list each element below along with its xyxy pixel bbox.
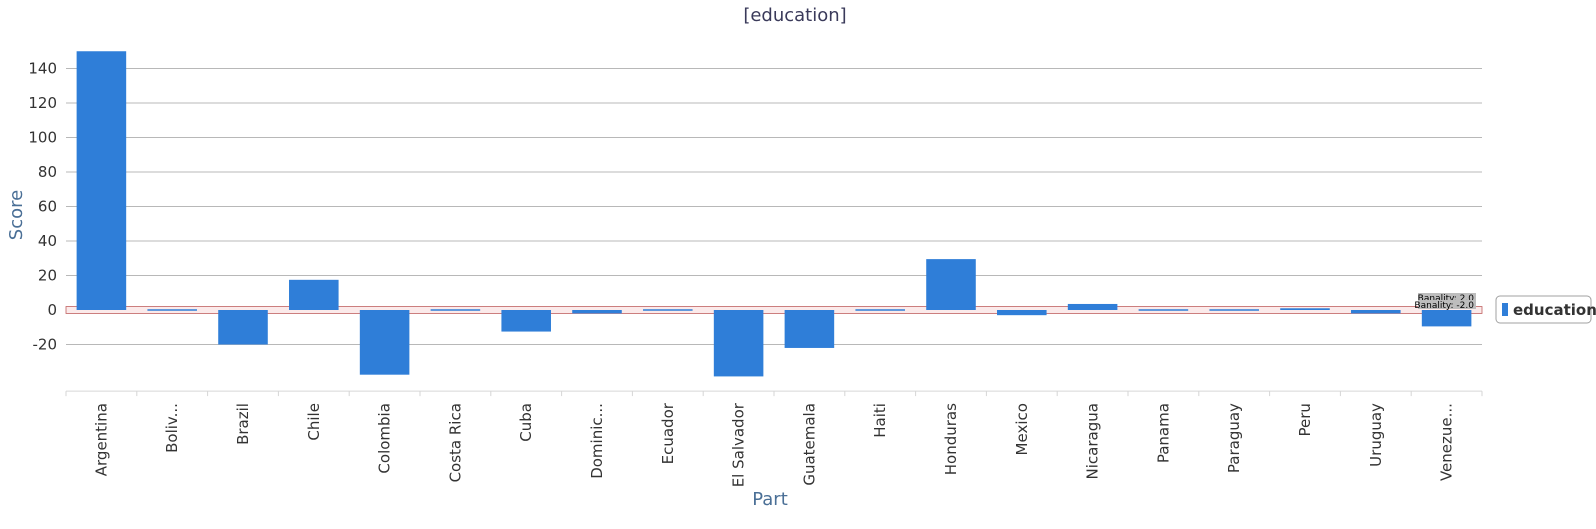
bar[interactable] — [1421, 310, 1472, 327]
bar[interactable] — [1138, 309, 1189, 311]
bar[interactable] — [643, 309, 693, 311]
bar[interactable] — [784, 310, 835, 348]
legend-label-education[interactable]: education — [1513, 301, 1596, 319]
x-tick-label: Haiti — [871, 403, 889, 438]
x-tick-label: Brazil — [234, 403, 252, 445]
x-tick-label: Nicaragua — [1084, 403, 1102, 479]
bar[interactable] — [430, 309, 481, 311]
x-tick-label: Peru — [1296, 403, 1314, 436]
banality-bands — [65, 306, 1483, 314]
x-tick-label: Honduras — [942, 403, 960, 475]
banality-band — [65, 306, 1483, 314]
x-tick-label: Ecuador — [659, 402, 677, 464]
bar[interactable] — [76, 51, 127, 310]
band-label-bg — [1418, 293, 1476, 302]
bar[interactable] — [997, 310, 1047, 316]
x-tick-label: Chile — [305, 403, 323, 441]
bar[interactable] — [1280, 308, 1330, 310]
y-axis-ticks: -20 0 20 40 60 80 100 120 140 — [28, 60, 57, 354]
band-label-bg — [1418, 300, 1476, 309]
y-tick-label: 40 — [38, 232, 57, 250]
legend-swatch — [1502, 303, 1508, 316]
band-label: Banality: -2.0 — [1414, 301, 1474, 311]
bar[interactable] — [289, 279, 339, 310]
y-tick-label: 20 — [38, 267, 57, 285]
x-tick-label: El Salvador — [730, 402, 748, 487]
bar[interactable] — [1067, 303, 1118, 310]
x-tick-label: Guatemala — [800, 403, 818, 486]
chart-title: [education] — [743, 5, 846, 26]
x-axis-ticks: Argentina Boliv... Brazil Chile Colombia Cost… — [65, 391, 1483, 487]
y-tick-label: -20 — [33, 336, 58, 354]
gridlines — [66, 68, 1482, 392]
y-tick-label: 120 — [28, 94, 57, 112]
x-axis-title: Part — [752, 489, 788, 510]
y-axis-title: Score — [6, 190, 27, 240]
bar[interactable] — [359, 310, 410, 375]
bar[interactable] — [1209, 309, 1259, 311]
y-tick-label: 0 — [47, 301, 57, 319]
bar[interactable] — [147, 309, 197, 311]
x-tick-label: Venezue... — [1438, 403, 1456, 481]
bar[interactable] — [1351, 310, 1401, 314]
x-tick-label: Mexico — [1013, 403, 1031, 455]
legend-box — [1495, 295, 1592, 324]
x-tick-label: Costa Rica — [446, 403, 464, 482]
x-tick-label: Argentina — [92, 403, 110, 476]
bar[interactable] — [855, 309, 905, 311]
band-label: Banality: 2.0 — [1418, 294, 1475, 304]
x-tick-label: Cuba — [517, 403, 535, 442]
x-tick-label: Dominic... — [588, 403, 606, 479]
y-tick-label: 100 — [28, 129, 57, 147]
bar[interactable] — [572, 310, 622, 314]
x-tick-label: Uruguay — [1367, 403, 1385, 467]
bar[interactable] — [501, 310, 551, 332]
x-tick-label: Paraguay — [1225, 403, 1243, 473]
y-tick-label: 80 — [38, 163, 57, 181]
y-tick-label: 60 — [38, 198, 57, 216]
bar[interactable] — [218, 310, 268, 345]
x-tick-label: Boliv... — [163, 403, 181, 453]
bar[interactable] — [713, 310, 764, 377]
x-tick-label: Colombia — [376, 403, 394, 474]
x-tick-label: Panama — [1154, 403, 1172, 463]
y-tick-label: 140 — [28, 60, 57, 78]
bars — [76, 51, 1472, 377]
bar[interactable] — [926, 259, 976, 310]
legend[interactable]: education — [1495, 295, 1596, 324]
